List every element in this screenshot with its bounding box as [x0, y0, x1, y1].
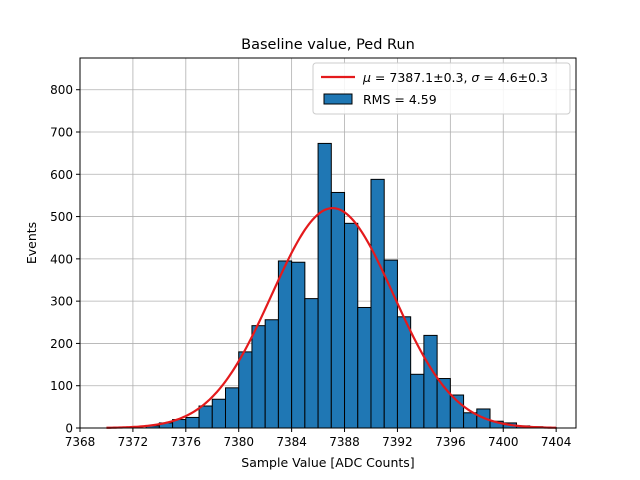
x-tick-label: 7376	[171, 435, 202, 449]
x-tick-label: 7400	[488, 435, 519, 449]
y-tick-label: 800	[50, 83, 73, 97]
histogram-bar	[357, 306, 372, 429]
y-tick-label: 700	[50, 126, 73, 140]
histogram-bar	[304, 298, 319, 429]
histogram-bar	[264, 319, 279, 429]
x-tick-label: 7384	[276, 435, 307, 449]
x-axis-label: Sample Value [ADC Counts]	[241, 455, 414, 470]
plot-frame	[79, 57, 577, 429]
histogram-bar	[463, 412, 478, 429]
axis-ticks: 7368 7372 7376 7380 7384 7388 7392 7396 7400 7404…	[50, 83, 571, 449]
y-tick-label: 400	[50, 252, 73, 266]
x-tick-label: 7368	[65, 435, 96, 449]
legend-histogram-swatch	[323, 93, 353, 105]
y-tick-label: 300	[50, 295, 73, 309]
x-tick-label: 7388	[329, 435, 360, 449]
histogram-bar	[238, 351, 253, 429]
legend-histogram-label: RMS = 4.59	[363, 92, 437, 107]
y-tick-label: 500	[50, 210, 73, 224]
histogram-bar	[198, 405, 213, 429]
sigma-value: = 4.6±0.3	[479, 70, 548, 85]
x-tick-label: 7372	[118, 435, 149, 449]
histogram-bar	[410, 373, 425, 429]
legend: μ = 7387.1±0.3, σ = 4.6±0.3 RMS = 4.59	[312, 62, 571, 115]
histogram-bar	[370, 178, 385, 429]
y-tick-label: 100	[50, 379, 73, 393]
x-tick-label: 7404	[541, 435, 572, 449]
histogram-bar	[277, 260, 293, 429]
x-tick-label: 7380	[223, 435, 254, 449]
sigma-symbol: σ	[471, 70, 480, 85]
x-tick-label: 7392	[382, 435, 413, 449]
legend-fit-label: μ = 7387.1±0.3, σ = 4.6±0.3	[362, 70, 548, 85]
y-tick-label: 0	[65, 422, 73, 436]
mu-value: = 7387.1±0.3,	[371, 70, 471, 85]
histogram-bar	[344, 222, 359, 429]
mu-symbol: μ	[362, 70, 371, 85]
histogram-bar	[330, 191, 346, 429]
gaussian-fit-curve	[106, 207, 557, 429]
histogram-bar	[185, 416, 200, 429]
histogram-bar	[224, 387, 240, 429]
histogram-bar	[383, 259, 398, 429]
legend-box	[312, 62, 571, 115]
chart-title: Baseline value, Ped Run	[241, 37, 415, 53]
x-tick-label: 7396	[435, 435, 466, 449]
y-axis-label: Events	[24, 222, 39, 264]
histogram-bar	[251, 325, 266, 429]
histogram-bar	[396, 316, 412, 429]
histogram-bar	[291, 261, 306, 429]
histogram-bar	[317, 142, 332, 429]
y-tick-label: 600	[50, 168, 73, 182]
histogram-bar	[211, 398, 226, 429]
y-tick-label: 200	[50, 337, 73, 351]
histogram-bar	[423, 334, 438, 429]
